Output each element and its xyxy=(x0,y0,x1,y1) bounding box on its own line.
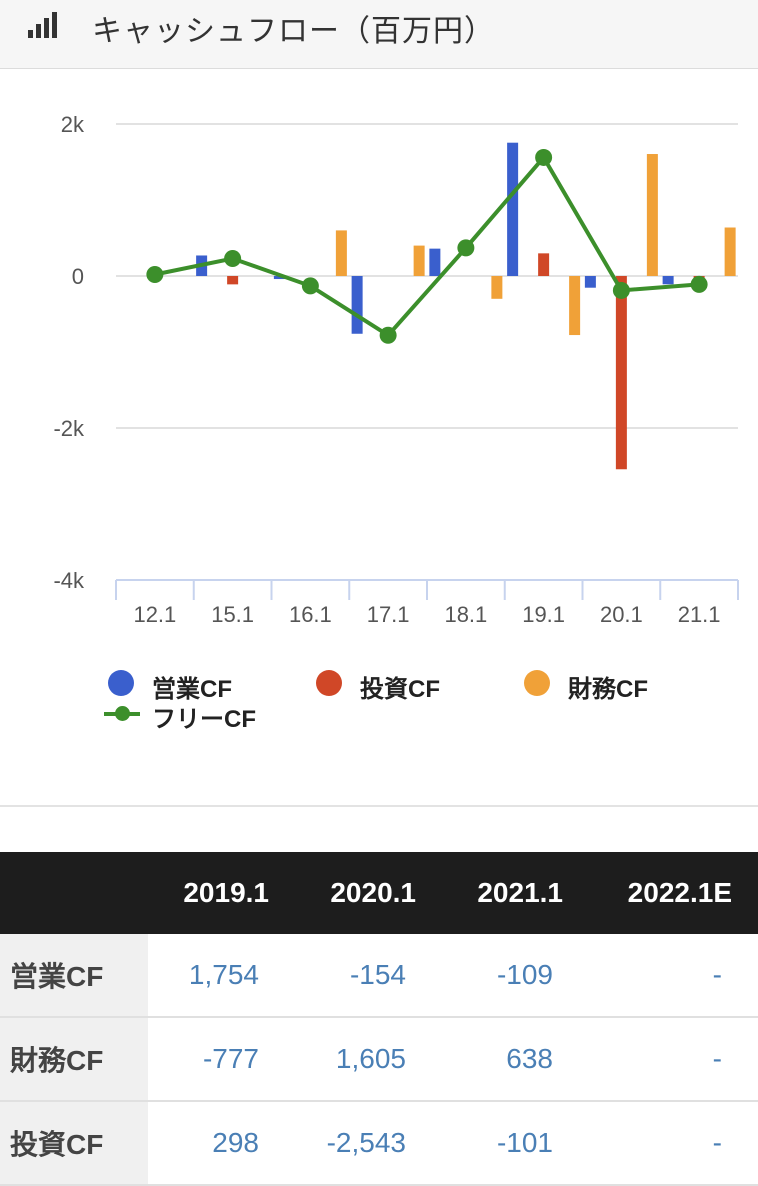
table-cell: 298 xyxy=(148,1101,295,1186)
data-point xyxy=(224,250,242,268)
table-header-cell: 2021.1 xyxy=(442,852,589,934)
table-header-cell: 2019.1 xyxy=(148,852,295,934)
bar xyxy=(724,227,736,276)
bar xyxy=(538,253,550,276)
data-point xyxy=(535,148,553,166)
y-tick-label: -2k xyxy=(53,416,85,441)
table-row: 財務CF -777 1,605 638 - xyxy=(0,1017,758,1102)
x-tick-label: 20.1 xyxy=(600,602,643,627)
bar xyxy=(413,245,425,276)
table-cell: - xyxy=(589,934,758,1018)
x-tick-label: 17.1 xyxy=(367,602,410,627)
table-cell: -109 xyxy=(442,934,589,1018)
y-tick-label: 0 xyxy=(72,264,84,289)
bar xyxy=(227,276,239,285)
cashflow-table: 2019.1 2020.1 2021.1 2022.1E 営業CF 1,754 … xyxy=(0,852,758,1186)
x-tick-label: 16.1 xyxy=(289,602,332,627)
legend-label: 投資CF xyxy=(360,676,440,703)
table-header-cell: 2022.1E xyxy=(589,852,758,934)
page-title: キャッシュフロー（百万円） xyxy=(92,14,495,49)
table-cell: 1,754 xyxy=(148,934,295,1018)
legend-label: 営業CF xyxy=(152,676,232,703)
bar xyxy=(584,276,596,288)
data-point xyxy=(612,281,630,299)
legend-label: 財務CF xyxy=(568,676,648,703)
data-point xyxy=(301,277,319,295)
table-cell: - xyxy=(589,1017,758,1102)
bar xyxy=(351,276,363,334)
table-cell: -101 xyxy=(442,1101,589,1186)
legend-swatch xyxy=(316,670,342,696)
y-tick-label: 2k xyxy=(61,112,85,137)
header: キャッシュフロー（百万円） xyxy=(0,0,758,69)
data-point xyxy=(457,239,475,257)
x-tick-label: 21.1 xyxy=(678,602,721,627)
bar xyxy=(273,276,285,280)
row-label: 財務CF xyxy=(0,1017,148,1102)
x-tick-label: 15.1 xyxy=(211,602,254,627)
table-cell: 1,605 xyxy=(295,1017,442,1102)
bar xyxy=(662,276,674,285)
table-row: 営業CF 1,754 -154 -109 - xyxy=(0,934,758,1018)
bar xyxy=(507,142,519,276)
legend-line-marker-icon xyxy=(104,706,140,721)
table-cell: - xyxy=(589,1101,758,1186)
table-header-row: 2019.1 2020.1 2021.1 2022.1E xyxy=(0,852,758,934)
bar xyxy=(615,276,627,470)
bar-signal-icon xyxy=(28,12,57,38)
data-point xyxy=(146,265,164,283)
legend-label: フリーCF xyxy=(152,706,256,733)
row-label: 営業CF xyxy=(0,934,148,1018)
table-header-cell xyxy=(0,852,148,934)
legend-swatch xyxy=(108,670,134,696)
data-point xyxy=(379,326,397,344)
series-line xyxy=(154,154,700,338)
table-cell: -2,543 xyxy=(295,1101,442,1186)
table-row: 投資CF 298 -2,543 -101 - xyxy=(0,1101,758,1186)
table-header-cell: 2020.1 xyxy=(295,852,442,934)
bar xyxy=(646,154,658,276)
section-divider xyxy=(0,805,758,807)
cashflow-chart: 2k 0 -2k -4k 12.1 15.1 16.1 17.1 18.1 19.1 20.1 21.… xyxy=(53,112,739,627)
bar xyxy=(429,248,441,276)
y-tick-label: -4k xyxy=(53,568,85,593)
bar xyxy=(491,276,503,299)
bar xyxy=(569,276,581,336)
table-cell: 638 xyxy=(442,1017,589,1102)
table-cell: -154 xyxy=(295,934,442,1018)
row-label: 投資CF xyxy=(0,1101,148,1186)
data-point xyxy=(690,275,708,293)
x-tick-label: 19.1 xyxy=(522,602,565,627)
table-cell: -777 xyxy=(148,1017,295,1102)
x-tick-label: 12.1 xyxy=(133,602,176,627)
bar xyxy=(335,230,347,276)
legend-swatch xyxy=(524,670,550,696)
x-tick-label: 18.1 xyxy=(444,602,487,627)
